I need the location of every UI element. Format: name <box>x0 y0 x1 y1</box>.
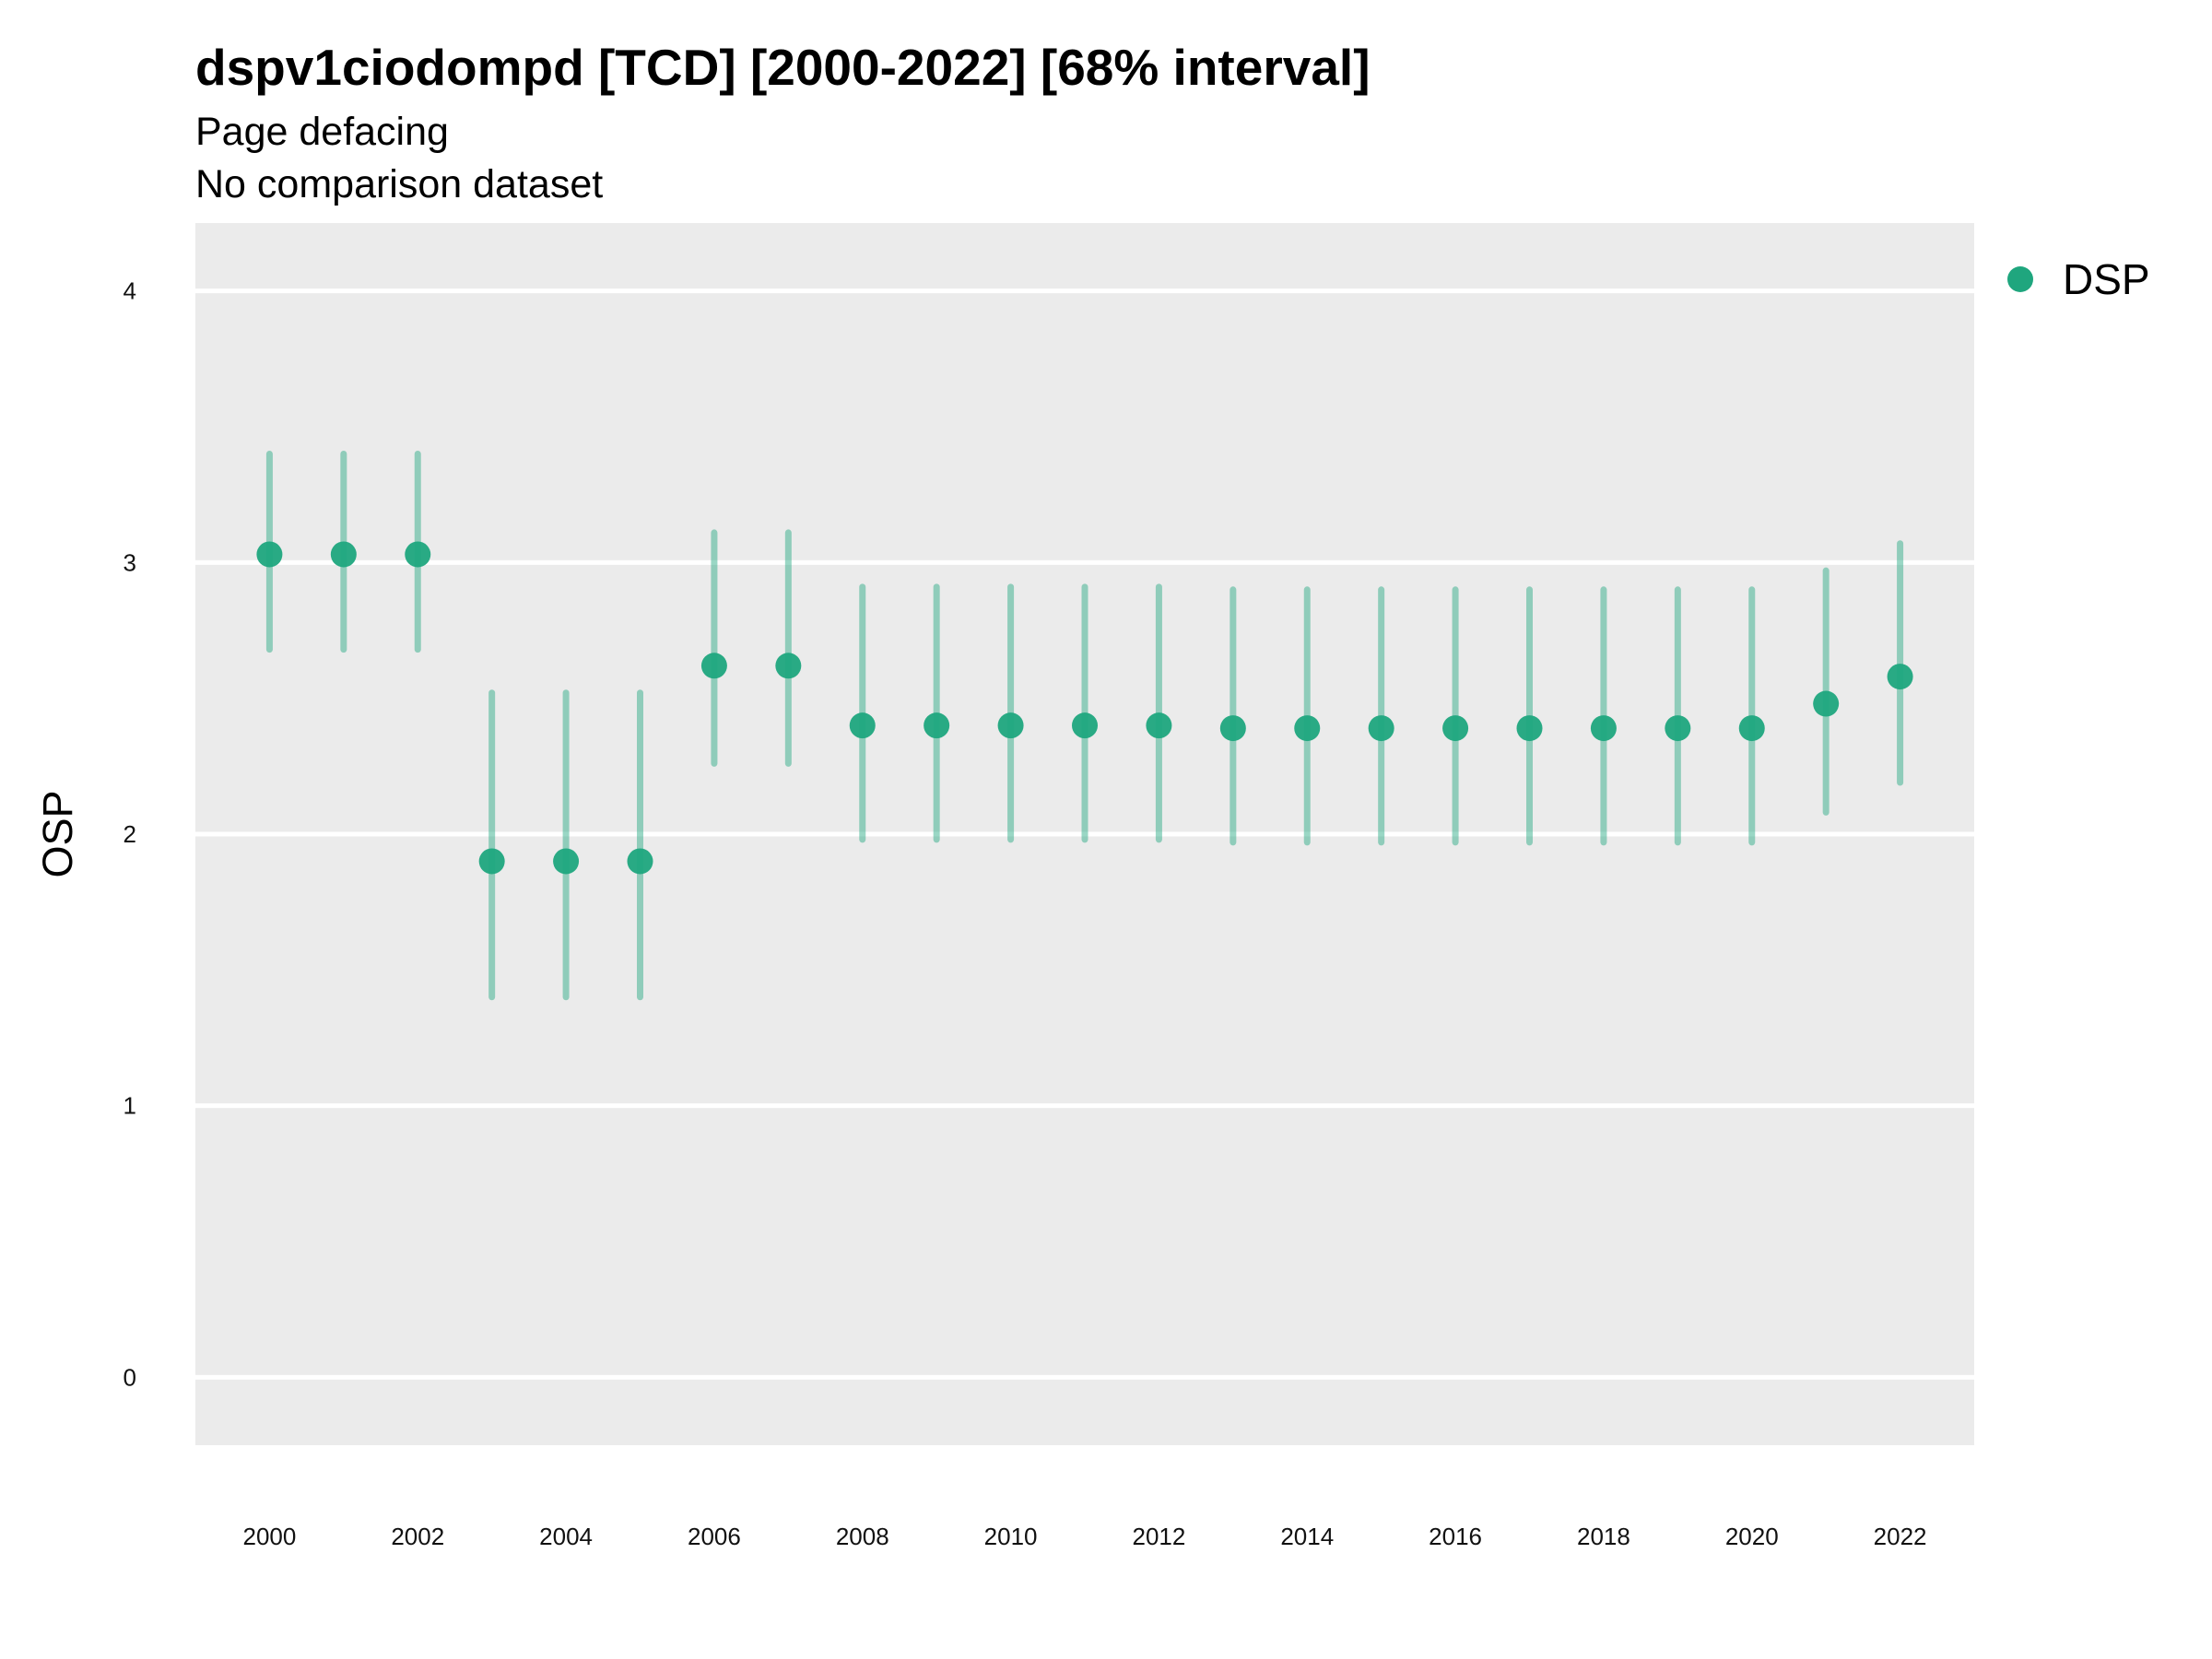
point-2010 <box>997 712 1024 739</box>
y-tick-label-4: 4 <box>124 277 136 305</box>
point-2018 <box>1590 715 1617 742</box>
y-tick-label-1: 1 <box>124 1092 136 1120</box>
point-2002 <box>405 541 431 568</box>
x-tick-label-2014: 2014 <box>1280 1523 1334 1550</box>
point-2003 <box>478 848 505 875</box>
point-2007 <box>775 653 802 679</box>
x-tick-label-2000: 2000 <box>242 1523 296 1550</box>
x-tick-label-2012: 2012 <box>1132 1523 1185 1550</box>
point-2008 <box>849 712 876 739</box>
x-tick-label-2004: 2004 <box>539 1523 593 1550</box>
x-tick-label-2018: 2018 <box>1577 1523 1630 1550</box>
y-tick-label-0: 0 <box>124 1363 136 1391</box>
y-axis-label: OSP <box>34 790 81 877</box>
point-2004 <box>553 848 580 875</box>
point-2009 <box>924 712 950 739</box>
point-2014 <box>1294 715 1321 742</box>
y-tick-label-2: 2 <box>124 820 136 848</box>
gridlines <box>195 288 1974 1380</box>
point-2013 <box>1219 715 1246 742</box>
x-tick-label-2016: 2016 <box>1429 1523 1482 1550</box>
legend: DSP <box>2007 255 2150 303</box>
x-tick-label-2020: 2020 <box>1725 1523 1779 1550</box>
point-2000 <box>256 541 283 568</box>
legend-label-dsp: DSP <box>2063 255 2150 303</box>
point-2017 <box>1516 715 1543 742</box>
y-axis-ticks: 0 1 2 3 4 <box>124 277 136 1392</box>
point-2015 <box>1368 715 1394 742</box>
point-2020 <box>1738 715 1765 742</box>
x-tick-label-2002: 2002 <box>391 1523 444 1550</box>
x-tick-label-2008: 2008 <box>836 1523 889 1550</box>
y-tick-label-3: 3 <box>124 548 136 576</box>
legend-marker-dsp <box>2007 266 2033 292</box>
chart-subtitle-line-1: Page defacing <box>195 110 449 154</box>
x-axis-ticks: 2000 2002 2004 2006 2008 2010 2012 2014 2016 2018… <box>242 1523 1926 1550</box>
chart-subtitle-line-2: No comparison dataset <box>195 162 603 206</box>
point-2022 <box>1887 664 1913 690</box>
point-2006 <box>700 653 727 679</box>
data-marks <box>256 450 1913 1001</box>
point-2016 <box>1442 715 1469 742</box>
point-2019 <box>1665 715 1691 742</box>
point-2005 <box>627 848 653 875</box>
point-2021 <box>1813 690 1840 717</box>
point-2012 <box>1146 712 1172 739</box>
point-2001 <box>330 541 357 568</box>
x-tick-label-2006: 2006 <box>688 1523 741 1550</box>
point-2011 <box>1072 712 1098 739</box>
chart-title: dspv1ciodompd [TCD] [2000-2022] [68% int… <box>195 39 1371 96</box>
x-tick-label-2010: 2010 <box>984 1523 1038 1550</box>
x-tick-label-2022: 2022 <box>1874 1523 1927 1550</box>
